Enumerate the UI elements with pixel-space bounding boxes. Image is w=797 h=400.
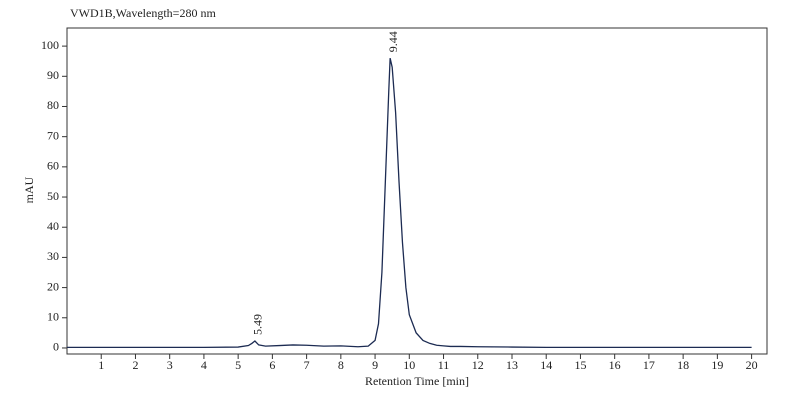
x-tick-label: 2 <box>132 358 138 372</box>
chart-title: VWD1B,Wavelength=280 nm <box>70 6 216 20</box>
peak-label: 9.44 <box>386 31 400 52</box>
x-tick-label: 16 <box>609 358 621 372</box>
x-tick-label: 10 <box>403 358 415 372</box>
x-tick-label: 14 <box>540 358 552 372</box>
x-tick-label: 6 <box>269 358 275 372</box>
y-axis-label: mAU <box>22 176 36 203</box>
x-tick-label: 1 <box>98 358 104 372</box>
x-tick-label: 17 <box>643 358 655 372</box>
y-tick-label: 100 <box>41 38 59 52</box>
y-tick-label: 10 <box>47 310 59 324</box>
peak-label: 5.49 <box>251 314 265 335</box>
x-tick-label: 13 <box>506 358 518 372</box>
y-tick-label: 90 <box>47 68 59 82</box>
y-tick-label: 60 <box>47 159 59 173</box>
x-axis-label: Retention Time [min] <box>365 374 469 388</box>
x-tick-label: 20 <box>746 358 758 372</box>
y-tick-label: 20 <box>47 279 59 293</box>
y-tick-label: 70 <box>47 128 59 142</box>
x-tick-label: 11 <box>438 358 450 372</box>
x-tick-label: 12 <box>472 358 484 372</box>
x-tick-label: 3 <box>167 358 173 372</box>
y-tick-label: 30 <box>47 249 59 263</box>
y-tick-label: 50 <box>47 189 59 203</box>
x-tick-label: 15 <box>574 358 586 372</box>
x-tick-label: 8 <box>338 358 344 372</box>
y-tick-label: 40 <box>47 219 59 233</box>
y-tick-label: 80 <box>47 98 59 112</box>
plot-frame <box>66 27 768 355</box>
x-tick-label: 19 <box>711 358 723 372</box>
x-tick-label: 7 <box>304 358 310 372</box>
chromatogram-line <box>67 58 752 349</box>
y-tick-label: 0 <box>53 340 59 354</box>
x-tick-label: 9 <box>372 358 378 372</box>
x-tick-label: 5 <box>235 358 241 372</box>
x-tick-label: 18 <box>677 358 689 372</box>
x-tick-label: 4 <box>201 358 207 372</box>
